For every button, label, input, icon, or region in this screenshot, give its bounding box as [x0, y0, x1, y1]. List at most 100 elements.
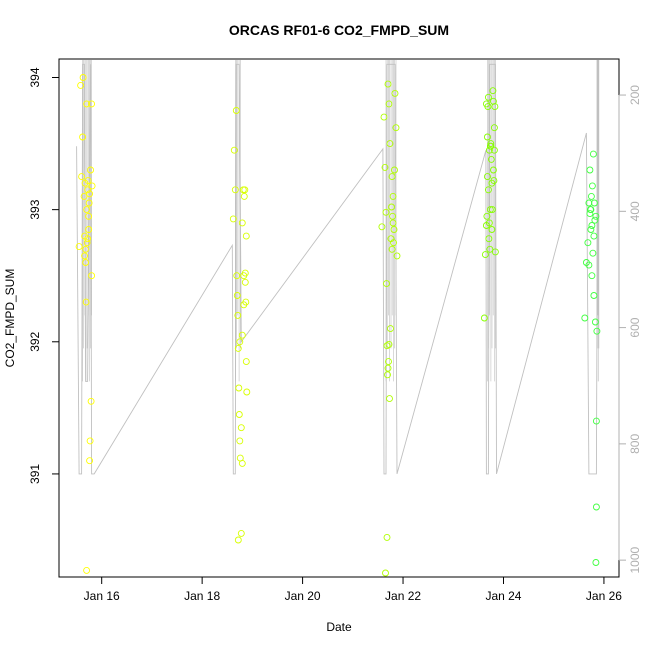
data-point	[242, 232, 250, 240]
data-point	[488, 206, 496, 214]
y2-tick-label: 200	[628, 85, 642, 105]
data-point	[88, 272, 96, 280]
data-point	[230, 146, 238, 154]
data-point	[488, 226, 496, 233]
data-point	[85, 226, 93, 233]
data-point	[88, 182, 96, 190]
data-point	[233, 272, 241, 280]
data-point	[587, 192, 595, 200]
data-point	[382, 569, 389, 577]
data-point	[489, 166, 497, 174]
data-point	[488, 179, 496, 187]
data-point	[86, 190, 94, 198]
data-point	[585, 199, 593, 207]
data-point	[590, 199, 598, 207]
data-point	[240, 192, 248, 200]
data-point	[384, 364, 392, 372]
data-point	[481, 251, 489, 259]
data-point	[393, 252, 401, 260]
data-point	[83, 206, 91, 214]
data-point	[243, 388, 251, 396]
data-point	[79, 74, 87, 81]
data-point	[75, 243, 83, 251]
y-axis: 391 392 393 394	[28, 67, 60, 484]
data-point	[485, 146, 493, 154]
data-point	[491, 248, 499, 256]
data-point	[592, 559, 600, 566]
data-point	[588, 182, 596, 190]
data-point	[483, 133, 491, 141]
data-point	[390, 226, 398, 233]
data-point	[231, 186, 239, 194]
y-tick-label: 394	[28, 67, 42, 87]
data-point	[83, 239, 91, 247]
data-point	[593, 327, 601, 335]
data-point	[78, 173, 86, 181]
data-point	[484, 103, 492, 111]
y-axis-label: CO2_FMPD_SUM	[3, 269, 17, 368]
data-point	[242, 358, 250, 366]
data-point	[487, 140, 495, 148]
data-point	[88, 100, 96, 108]
data-point	[489, 87, 497, 95]
trace-line-1	[76, 63, 599, 475]
data-point	[385, 340, 393, 348]
data-point	[86, 457, 94, 465]
data-point	[240, 301, 248, 309]
data-point	[386, 140, 394, 148]
data-point	[391, 166, 398, 174]
data-point	[483, 173, 491, 181]
data-point	[84, 235, 92, 243]
data-point	[83, 100, 91, 108]
x-tick-label: Jan 18	[184, 589, 220, 603]
data-point	[383, 533, 391, 541]
y-tick-label: 392	[28, 331, 42, 351]
data-point	[82, 298, 90, 306]
data-point	[586, 210, 594, 218]
y2-axis: 200 400 600 800 1000	[618, 85, 642, 573]
data-point	[490, 146, 498, 154]
data-point	[485, 235, 493, 243]
data-point	[591, 318, 599, 326]
data-point	[590, 232, 598, 240]
x-tick-label: Jan 16	[84, 589, 120, 603]
data-point	[87, 397, 95, 405]
data-point	[482, 222, 490, 229]
data-point	[82, 245, 90, 253]
data-point	[589, 249, 597, 257]
data-point	[86, 437, 94, 445]
data-point	[388, 203, 395, 211]
data-point	[490, 124, 498, 132]
data-point	[592, 503, 600, 511]
data-point	[389, 219, 397, 227]
data-point	[235, 384, 243, 392]
y2-tick-label: 800	[628, 434, 642, 454]
data-point	[388, 173, 396, 181]
data-point	[484, 93, 492, 101]
data-point	[234, 344, 242, 352]
data-point	[590, 292, 598, 299]
data-point	[391, 89, 399, 97]
data-points	[75, 74, 601, 577]
data-point	[236, 338, 244, 346]
data-point	[82, 259, 90, 266]
data-point	[85, 199, 93, 207]
data-point	[238, 331, 246, 339]
data-point	[390, 239, 397, 247]
data-point	[237, 529, 245, 537]
data-point	[385, 100, 393, 108]
data-point	[84, 177, 92, 185]
data-point	[238, 219, 246, 227]
data-point	[234, 536, 242, 544]
data-point	[386, 395, 393, 403]
data-point	[236, 437, 244, 445]
data-point	[241, 278, 249, 286]
data-point	[381, 163, 389, 171]
data-point	[389, 212, 396, 220]
data-point	[585, 261, 593, 269]
y-tick-label: 391	[28, 464, 42, 484]
x-axis-label: Date	[326, 620, 352, 634]
data-point	[382, 208, 390, 216]
data-point	[232, 107, 240, 114]
data-point	[384, 371, 391, 379]
